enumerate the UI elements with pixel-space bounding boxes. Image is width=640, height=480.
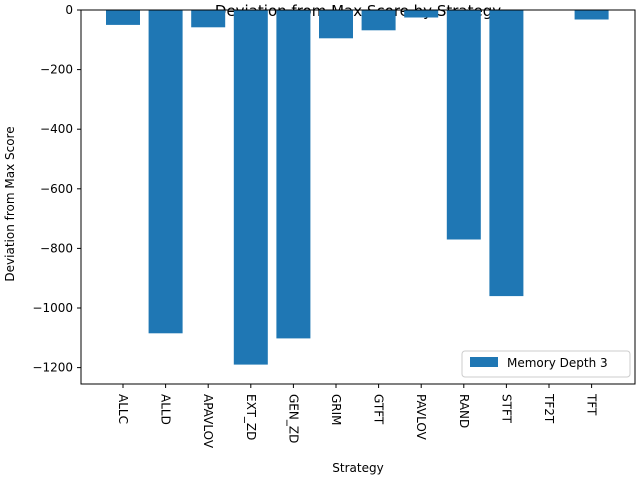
legend-box	[461, 350, 631, 378]
y-tick-label: −1200	[32, 361, 73, 375]
y-tick-label: −200	[40, 63, 73, 77]
x-tick-label: GRIM	[329, 394, 343, 426]
x-tick-label: ALLC	[116, 394, 130, 424]
x-tick-label: PAVLOV	[414, 394, 428, 441]
bar-alld	[148, 10, 183, 334]
plot-frame	[80, 9, 636, 385]
y-tick-label: −400	[40, 122, 73, 136]
y-tick-label: −600	[40, 182, 73, 196]
bar-gen-zd	[276, 10, 311, 339]
legend-label: Memory Depth 3	[507, 356, 608, 370]
x-tick-label: STFT	[499, 394, 513, 424]
bar-grim	[319, 10, 353, 39]
legend-swatch	[470, 357, 498, 367]
x-tick-label: GTFT	[372, 394, 386, 425]
x-tick-label: RAND	[457, 394, 471, 428]
bar-tft	[574, 10, 609, 20]
bar-rand	[446, 10, 481, 240]
bars-group	[106, 10, 609, 365]
x-axis: ALLC ALLD APAVLOV EXT_ZD GEN_ZD GRIM GTFT PAVLO…	[116, 384, 599, 449]
y-axis-label: Deviation from Max Score	[3, 126, 17, 281]
legend: Memory Depth 3	[461, 350, 631, 378]
x-tick-label: TF2T	[542, 393, 556, 424]
x-tick-label: EXT_ZD	[244, 394, 258, 440]
bar-stft	[489, 10, 524, 297]
y-axis: 0 −200 −400 −600 −800 −1000 −1200	[32, 3, 81, 375]
bar-pavlov	[404, 10, 439, 18]
bar-allc	[106, 10, 140, 25]
y-tick-label: −800	[40, 241, 73, 255]
x-axis-label: Strategy	[332, 461, 383, 475]
y-tick-label: 0	[65, 3, 73, 17]
x-tick-label: APAVLOV	[201, 394, 215, 449]
bar-gtft	[361, 10, 396, 31]
x-tick-label: GEN_ZD	[286, 394, 300, 443]
y-tick-label: −1000	[32, 301, 73, 315]
bar-apavlov	[191, 10, 226, 28]
bar-ext-zd	[233, 10, 268, 365]
x-tick-label: TFT	[585, 393, 599, 416]
x-tick-label: ALLD	[159, 394, 173, 425]
